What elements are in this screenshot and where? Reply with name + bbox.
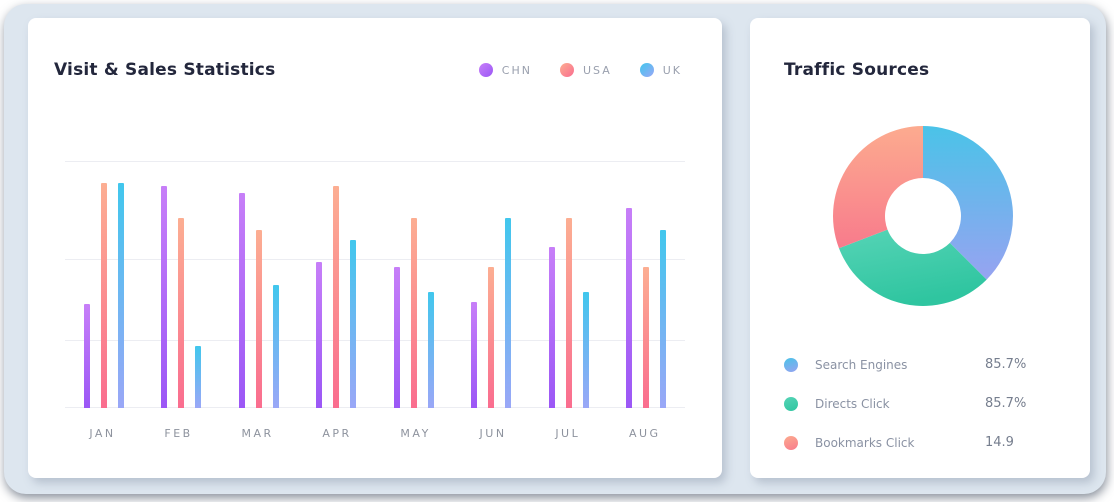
bar-uk-mar[interactable] bbox=[272, 284, 279, 408]
bar-group-may bbox=[393, 161, 434, 408]
traffic-donut-wrap bbox=[803, 96, 1043, 336]
legend-label-usa: USA bbox=[582, 63, 612, 77]
bar-group-apr bbox=[316, 161, 357, 408]
bar-chn-jan[interactable] bbox=[83, 304, 90, 408]
legend-row-bookmarks-click: Bookmarks Click 14.9 bbox=[784, 423, 1060, 462]
traffic-sources-card: Traffic Sources bbox=[750, 18, 1090, 478]
bar-group-jan bbox=[83, 161, 124, 408]
legend-row-search-engines: Search Engines 85.7% bbox=[784, 345, 1060, 384]
donut-slice-bookmarks-click[interactable] bbox=[833, 126, 923, 249]
bar-group-aug bbox=[626, 161, 667, 408]
bar-group-jun bbox=[471, 161, 512, 408]
traffic-donut-chart bbox=[833, 126, 1014, 306]
blue-dot-icon bbox=[784, 357, 798, 372]
legend-label-uk: UK bbox=[662, 63, 682, 77]
bar-chn-aug[interactable] bbox=[626, 207, 633, 408]
visit-sales-card: Visit & Sales Statistics CHN USA UK JAN FEB… bbox=[28, 18, 722, 478]
legend-row-value: 85.7% bbox=[985, 357, 1027, 372]
visit-sales-title: Visit & Sales Statistics bbox=[54, 60, 276, 81]
bar-uk-apr[interactable] bbox=[350, 240, 357, 408]
bar-chn-jun[interactable] bbox=[471, 301, 478, 408]
dashboard-panel: Visit & Sales Statistics CHN USA UK JAN FEB… bbox=[4, 4, 1106, 494]
bar-group-jul bbox=[548, 161, 589, 408]
bar-usa-may[interactable] bbox=[410, 217, 417, 408]
traffic-sources-header: Traffic Sources bbox=[750, 18, 1090, 94]
legend-row-value: 14.9 bbox=[985, 435, 1014, 450]
donut-slice-search-engines[interactable] bbox=[923, 126, 1014, 280]
bar-usa-mar[interactable] bbox=[255, 230, 262, 408]
green-dot-icon bbox=[784, 396, 798, 411]
month-label-jun: JUN bbox=[479, 427, 507, 440]
bar-usa-jun[interactable] bbox=[488, 267, 495, 408]
bar-chn-apr[interactable] bbox=[316, 262, 323, 408]
month-label-aug: AUG bbox=[628, 427, 661, 440]
month-label-jul: JUL bbox=[555, 427, 581, 440]
bar-chn-jul[interactable] bbox=[548, 247, 555, 408]
bar-usa-jul[interactable] bbox=[565, 217, 572, 408]
donut-slice-directs-click[interactable] bbox=[838, 229, 987, 306]
legend-item-uk[interactable]: UK bbox=[639, 63, 682, 78]
uk-legend-dot-icon bbox=[639, 63, 654, 78]
bar-usa-feb[interactable] bbox=[178, 217, 185, 408]
legend-item-chn[interactable]: CHN bbox=[478, 63, 532, 78]
bar-group-mar bbox=[238, 161, 279, 408]
usa-legend-dot-icon bbox=[559, 63, 574, 78]
gridline-baseline bbox=[65, 407, 685, 408]
bar-uk-jun[interactable] bbox=[505, 217, 512, 408]
salmon-dot-icon bbox=[784, 435, 798, 450]
bar-usa-apr[interactable] bbox=[333, 185, 340, 408]
chn-legend-dot-icon bbox=[478, 63, 493, 78]
bar-uk-jan[interactable] bbox=[117, 183, 124, 408]
legend-item-usa[interactable]: USA bbox=[559, 63, 612, 78]
bar-uk-feb[interactable] bbox=[195, 346, 202, 408]
visit-chart-legend: CHN USA UK bbox=[478, 63, 682, 78]
legend-row-label: Bookmarks Click bbox=[815, 435, 915, 450]
legend-label-chn: CHN bbox=[501, 63, 532, 77]
bar-usa-aug[interactable] bbox=[643, 267, 650, 408]
traffic-sources-title: Traffic Sources bbox=[784, 60, 930, 81]
traffic-sources-legend: Search Engines 85.7% Directs Click 85.7% Boo… bbox=[784, 345, 1060, 462]
bar-group-feb bbox=[161, 161, 202, 408]
legend-row-label: Directs Click bbox=[815, 396, 890, 411]
bar-uk-aug[interactable] bbox=[660, 230, 667, 408]
month-axis: JAN FEB MAR APR MAY JUN JUL AUG bbox=[65, 427, 685, 440]
month-label-mar: MAR bbox=[241, 427, 274, 440]
bar-chn-may[interactable] bbox=[393, 267, 400, 408]
visit-sales-bar-chart bbox=[65, 161, 685, 408]
legend-row-label: Search Engines bbox=[815, 357, 908, 372]
bar-chn-feb[interactable] bbox=[161, 185, 168, 408]
bar-chn-mar[interactable] bbox=[238, 193, 245, 408]
bar-usa-jan[interactable] bbox=[100, 183, 107, 408]
month-label-apr: APR bbox=[322, 427, 352, 440]
legend-row-directs-click: Directs Click 85.7% bbox=[784, 384, 1060, 423]
visit-sales-header: Visit & Sales Statistics CHN USA UK bbox=[28, 18, 722, 94]
bar-uk-jul[interactable] bbox=[582, 291, 589, 408]
month-label-feb: FEB bbox=[164, 427, 193, 440]
gridline bbox=[65, 340, 685, 341]
legend-row-value: 85.7% bbox=[985, 396, 1027, 411]
month-label-may: MAY bbox=[400, 427, 431, 440]
bar-uk-may[interactable] bbox=[427, 291, 434, 408]
gridline bbox=[65, 259, 685, 260]
month-label-jan: JAN bbox=[89, 427, 116, 440]
gridline bbox=[65, 161, 685, 162]
